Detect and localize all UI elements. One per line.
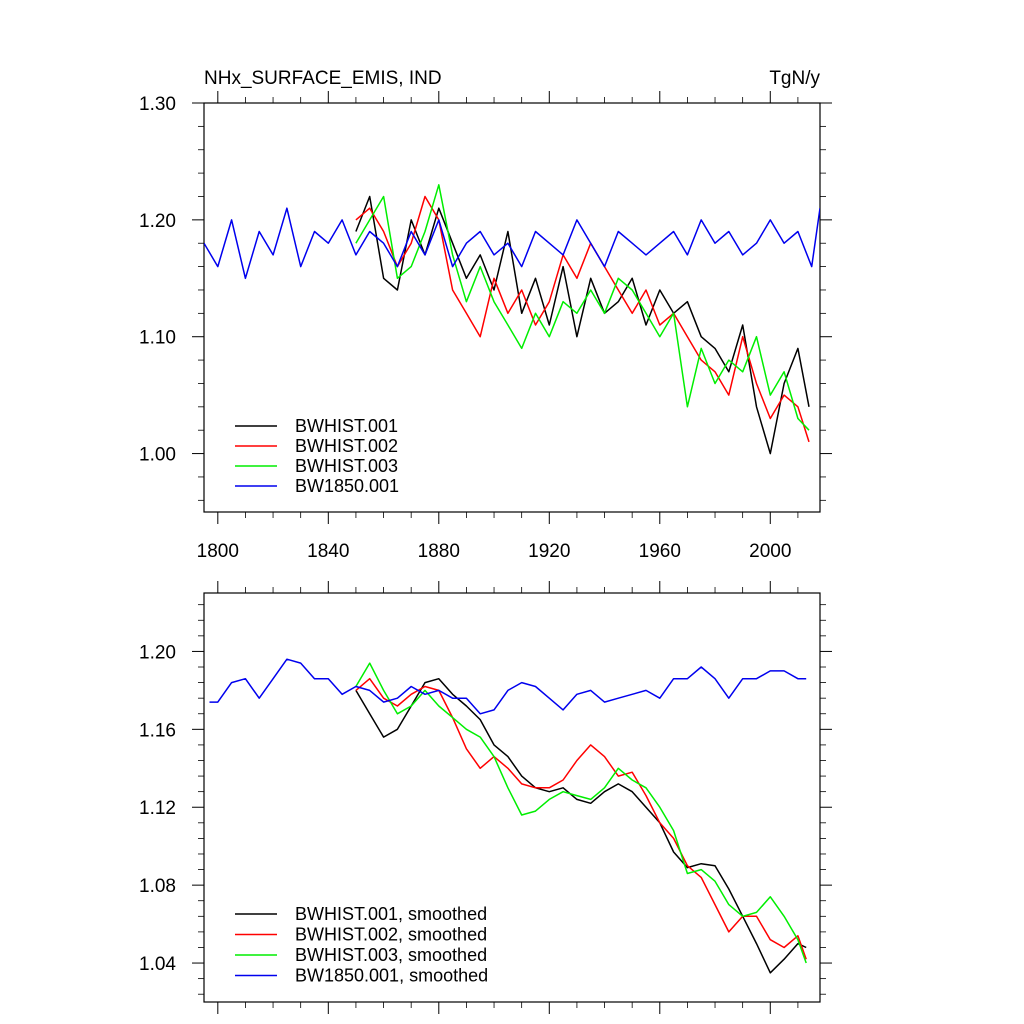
y-tick-label: 1.00 <box>139 445 176 466</box>
series-line-4 <box>204 207 820 280</box>
legend-label: BWHIST.001 <box>295 416 398 436</box>
x-tick-label: 1800 <box>197 541 239 562</box>
x-tick-label: 1960 <box>639 541 681 562</box>
x-tick-label: 2000 <box>749 541 791 562</box>
y-tick-label: 1.30 <box>139 94 176 115</box>
y-tick-label: 1.10 <box>139 328 176 349</box>
legend-label: BWHIST.002 <box>295 436 398 456</box>
series-line-2 <box>355 677 807 960</box>
y-tick-label: 1.08 <box>139 876 176 897</box>
legend-label: BWHIST.003, smoothed <box>295 945 487 965</box>
x-tick-label: 1880 <box>418 541 460 562</box>
x-tick-label: 1920 <box>528 541 570 562</box>
plot-frame <box>203 592 821 1003</box>
legend-label: BWHIST.002, smoothed <box>295 925 487 945</box>
legend-label: BWHIST.001, smoothed <box>295 904 487 924</box>
top-panel: 1800 1840 1880 1920 1960 2000 1.00 1.10 1.20 1.30… <box>139 91 832 562</box>
legend-label: BW1850.001 <box>295 476 399 496</box>
series-line-1 <box>355 677 807 974</box>
y-tick-label: 1.20 <box>139 642 176 663</box>
y-tick-label: 1.16 <box>139 720 176 741</box>
bottom-panel: 1.04 1.08 1.12 1.16 1.20 BWHIST.001, smoothed… <box>139 581 832 1014</box>
y-tick-label: 1.12 <box>139 798 176 819</box>
chart-title-left: NHx_SURFACE_EMIS, IND <box>204 68 442 89</box>
series-line-1 <box>355 195 810 455</box>
y-tick-label: 1.20 <box>139 211 176 232</box>
series-line-3 <box>355 662 807 964</box>
y-tick-label: 1.04 <box>139 954 176 975</box>
legend-label: BWHIST.003 <box>295 456 398 476</box>
plot-frame <box>203 102 821 513</box>
series-line-4 <box>209 658 807 715</box>
x-tick-label: 1840 <box>307 541 349 562</box>
chart-units-label: TgN/y <box>769 68 820 89</box>
legend-label: BW1850.001, smoothed <box>295 966 488 986</box>
series-line-3 <box>355 184 810 431</box>
